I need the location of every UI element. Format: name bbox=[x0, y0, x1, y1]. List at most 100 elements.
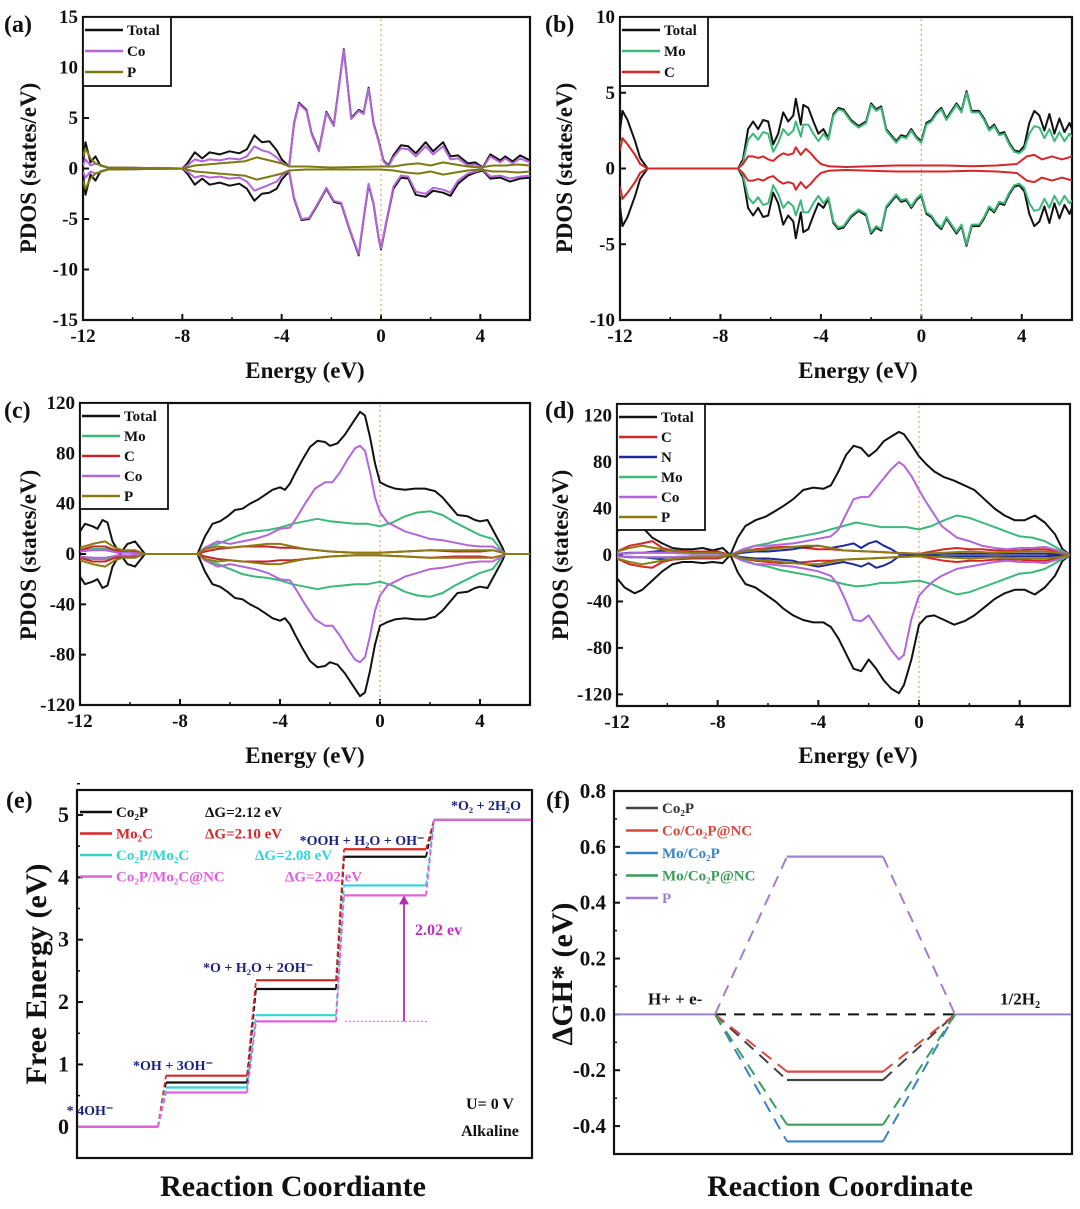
y-axis-label: PDOS (states/eV) bbox=[16, 470, 41, 641]
legend-entry: Mo bbox=[664, 44, 686, 60]
legend-entry: Mo/Co₂P bbox=[662, 846, 720, 862]
transition-connector bbox=[157, 1082, 167, 1127]
x-tick-label: -12 bbox=[70, 326, 95, 347]
step-label: * 4OH⁻ bbox=[67, 1104, 114, 1119]
step-label: *OOH + H₂O + OH⁻ bbox=[300, 834, 425, 849]
plot-area bbox=[617, 430, 1070, 695]
legend-entry: N bbox=[661, 450, 672, 466]
series-line-co-spin-down bbox=[83, 167, 530, 256]
initial-state-label: H+ + e- bbox=[648, 989, 703, 1008]
transition-connector bbox=[714, 1013, 788, 1126]
transition-connector bbox=[714, 1013, 788, 1073]
legend-entry: P bbox=[662, 891, 671, 907]
series-line-mo-spin-up bbox=[620, 91, 1072, 170]
condition-label: Alkaline bbox=[461, 1123, 519, 1140]
step-label: *O + H₂O + 2OH⁻ bbox=[203, 961, 313, 976]
panel-b: (b) -12 -8 -4 0 4 -10 -5 0 5 10 Total Mo C Energy (eV)… bbox=[545, 7, 1074, 383]
series-line-mo-spin-down bbox=[80, 553, 530, 598]
x-tick-label: -12 bbox=[604, 712, 629, 733]
y-tick-label: -0.2 bbox=[573, 1058, 606, 1082]
plot-frame bbox=[612, 789, 1074, 1156]
y-tick-label: 80 bbox=[56, 443, 75, 464]
legend-entry: Mo bbox=[124, 429, 146, 445]
x-tick-label: -4 bbox=[274, 326, 290, 347]
x-tick-label: 0 bbox=[917, 326, 927, 347]
series-line-total-spin-down bbox=[83, 167, 530, 257]
transition-connector bbox=[335, 895, 345, 1022]
legend-entry: Co₂P/Mo₂C bbox=[116, 848, 189, 864]
legend-entry: Total bbox=[661, 410, 694, 426]
y-tick-label: -120 bbox=[40, 695, 75, 716]
legend: Co₂P Co/Co₂P@NC Mo/Co₂P Mo/Co₂P@NC P bbox=[626, 801, 755, 907]
y-tick-label: -0.4 bbox=[573, 1114, 607, 1138]
x-tick-label: 4 bbox=[475, 711, 485, 732]
y-tick-label: -80 bbox=[50, 645, 75, 666]
legend-entry: Co bbox=[127, 44, 145, 60]
y-tick-label: 0.6 bbox=[580, 835, 606, 859]
transition-connector bbox=[882, 1013, 956, 1126]
condition-label: U= 0 V bbox=[466, 1096, 514, 1113]
legend-delta: ΔG=2.08 eV bbox=[255, 848, 332, 864]
x-axis-label: Energy (eV) bbox=[245, 358, 364, 383]
series-3 bbox=[714, 1013, 956, 1126]
series-line-p-spin-up bbox=[617, 544, 1070, 556]
series-line-c-spin-up bbox=[620, 137, 1072, 170]
x-tick-label: -8 bbox=[174, 326, 190, 347]
x-tick-label: -4 bbox=[272, 711, 288, 732]
y-tick-label: 5 bbox=[69, 108, 79, 129]
y-tick-label: -40 bbox=[587, 591, 612, 612]
legend-box bbox=[616, 403, 706, 531]
y-tick-label: 0 bbox=[606, 159, 616, 180]
legend-entry: P bbox=[127, 65, 136, 81]
transition-connector bbox=[425, 819, 435, 896]
y-axis-label: PDOS (states/eV) bbox=[548, 470, 573, 641]
y-tick-label: 1 bbox=[58, 1051, 69, 1076]
series-line-co-spin-up bbox=[83, 49, 530, 170]
series-2 bbox=[714, 1013, 956, 1143]
series-line-p-spin-down bbox=[83, 167, 530, 190]
x-axis-label: Energy (eV) bbox=[798, 743, 917, 768]
series-line-p-spin-down bbox=[80, 553, 530, 568]
transition-connector bbox=[882, 856, 956, 1015]
legend: Total Mo C bbox=[619, 16, 709, 87]
final-state-label: 1/2H₂ bbox=[1000, 989, 1040, 1008]
legend-entry: Co bbox=[661, 490, 679, 506]
series-1 bbox=[714, 1013, 956, 1073]
transition-connector bbox=[425, 819, 435, 857]
y-tick-label: 0.4 bbox=[580, 891, 607, 915]
legend-entry: Co₂P bbox=[662, 801, 694, 817]
y-tick-label: 0.8 bbox=[580, 779, 606, 803]
legend-entry: Total bbox=[124, 409, 157, 425]
y-tick-label: 15 bbox=[59, 7, 78, 28]
x-tick-label: 4 bbox=[1015, 712, 1025, 733]
y-tick-label: 0.0 bbox=[580, 1002, 606, 1026]
x-tick-label: -8 bbox=[713, 326, 729, 347]
series-line-mo-spin-up bbox=[80, 510, 530, 555]
arrow-label: 2.02 ev bbox=[415, 922, 462, 939]
x-tick-label: -4 bbox=[810, 712, 826, 733]
y-axis-label: ΔGH* (eV) bbox=[546, 903, 579, 1046]
panel-c: (c)-12 -8 -4 0 4-120-80-4004080120TotalMoCCo… bbox=[4, 393, 532, 768]
x-tick-label: 0 bbox=[376, 326, 386, 347]
panel-e: (e) 0 1 2 3 4 5 * 4OH⁻ *OH + 3OH⁻ *O + H₂O + 2OH⁻… bbox=[6, 783, 534, 1203]
y-tick-label: 0.2 bbox=[580, 947, 606, 971]
x-tick-label: 0 bbox=[375, 711, 385, 732]
series-line-c-spin-down bbox=[620, 167, 1072, 200]
legend: Total Mo C Co P bbox=[79, 402, 169, 510]
y-tick-label: -80 bbox=[587, 638, 612, 659]
y-tick-label: -10 bbox=[53, 260, 78, 281]
y-tick-label: -5 bbox=[62, 209, 78, 230]
x-tick-label: 4 bbox=[1017, 326, 1027, 347]
series-line-total-spin-up bbox=[617, 430, 1070, 556]
panel-label: (f) bbox=[546, 788, 570, 814]
y-tick-label: 2 bbox=[58, 989, 69, 1014]
series-line-c-spin-down bbox=[80, 553, 530, 563]
x-axis-label: Energy (eV) bbox=[245, 743, 364, 768]
transition-connector bbox=[714, 1013, 788, 1142]
transition-connector bbox=[714, 856, 788, 1015]
legend-entry: Mo bbox=[661, 470, 683, 486]
y-tick-label: 5 bbox=[606, 83, 616, 104]
legend-entry: Total bbox=[664, 23, 697, 39]
step-label: *O₂ + 2H₂O bbox=[451, 799, 521, 814]
